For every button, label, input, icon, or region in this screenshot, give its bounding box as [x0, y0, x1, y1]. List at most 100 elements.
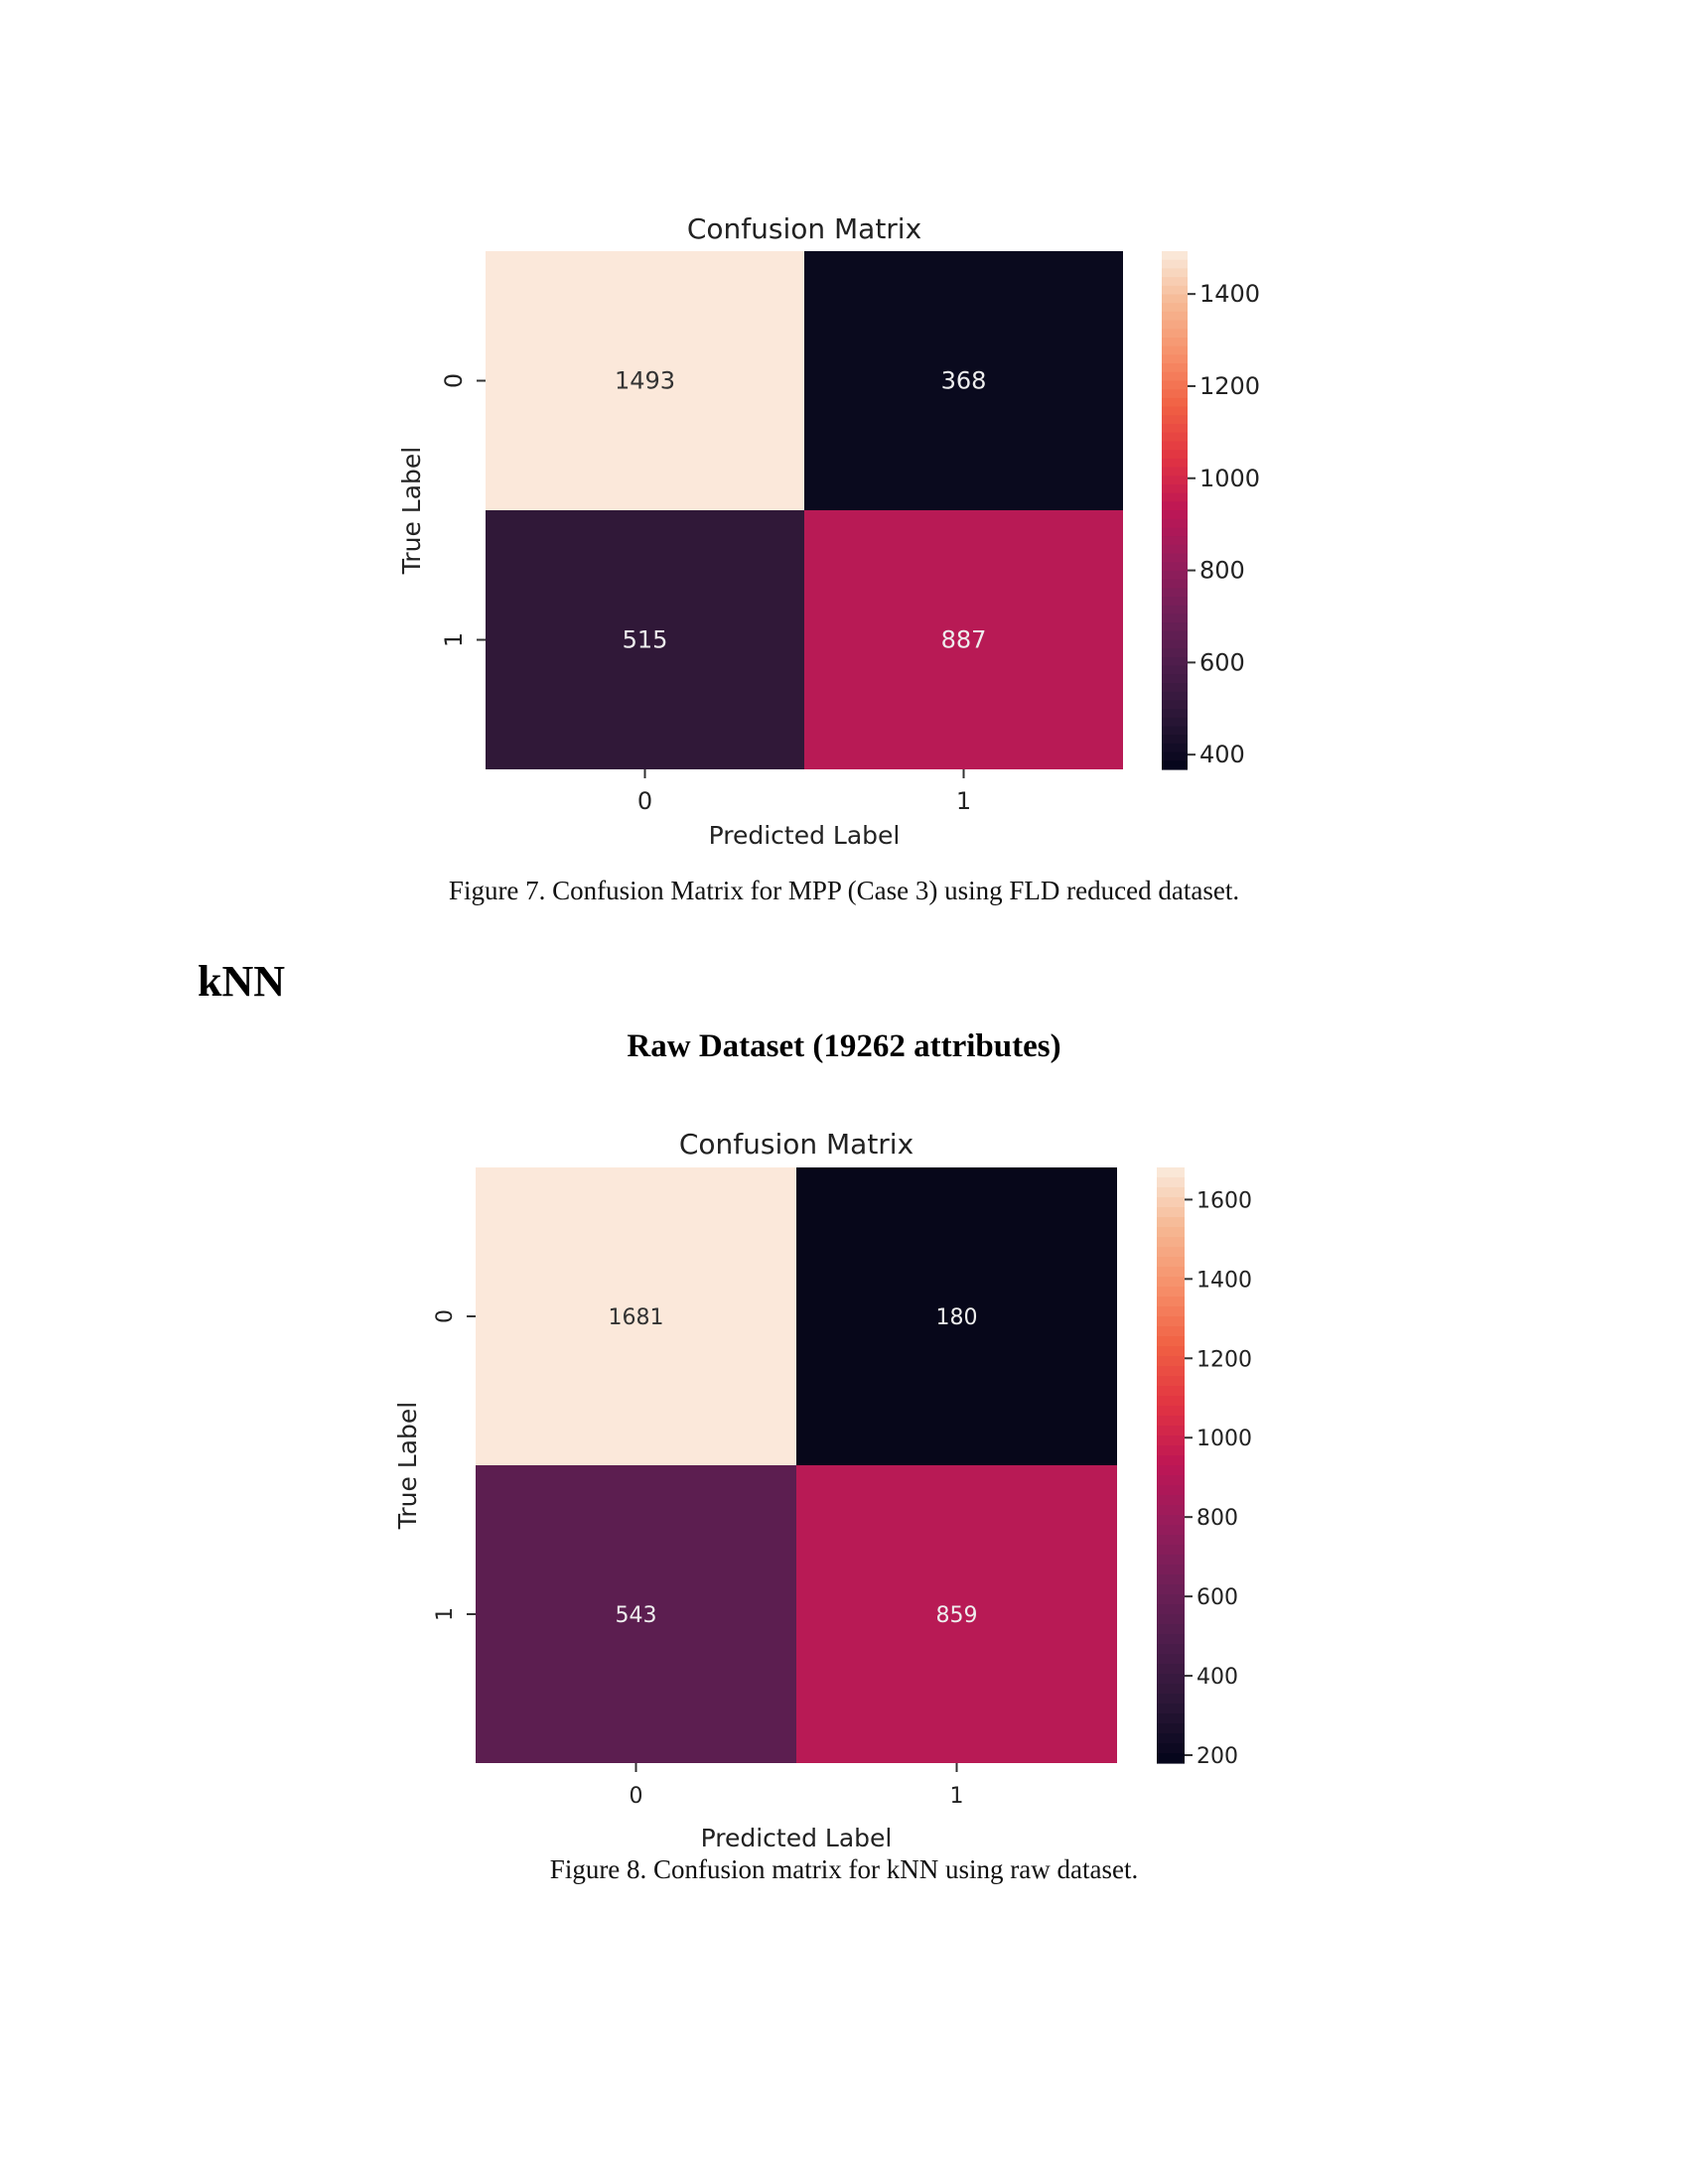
colorbar-segment	[1162, 656, 1188, 667]
subheading-raw-dataset: Raw Dataset (19262 attributes)	[627, 1028, 1061, 1064]
colorbar-segment	[1162, 345, 1188, 355]
colorbar-segment	[1157, 1326, 1185, 1337]
colorbar-segment	[1157, 1684, 1185, 1695]
colorbar-segment	[1157, 1247, 1185, 1258]
chart-title: Confusion Matrix	[687, 212, 921, 245]
y-axis-label: True Label	[397, 447, 426, 576]
colorbar-segment	[1162, 630, 1188, 641]
colorbar-segment	[1162, 751, 1188, 761]
colorbar-segment	[1162, 320, 1188, 330]
colorbar-segment	[1162, 674, 1188, 684]
colorbar-segment	[1157, 1574, 1185, 1585]
colorbar-segment	[1157, 1287, 1185, 1297]
y-tick-label: 0	[440, 373, 468, 388]
colorbar-segment	[1162, 458, 1188, 469]
colorbar-segment	[1157, 1306, 1185, 1317]
heatmap-cell	[804, 251, 1123, 510]
x-tick-label: 1	[956, 787, 971, 815]
colorbar-segment	[1157, 1406, 1185, 1417]
colorbar-segment	[1162, 303, 1188, 313]
colorbar-segment	[1162, 311, 1188, 322]
colorbar-tick-label: 600	[1199, 648, 1245, 676]
colorbar-segment	[1157, 1594, 1185, 1605]
colorbar-segment	[1157, 1634, 1185, 1645]
colorbar-segment	[1157, 1475, 1185, 1486]
colorbar-segment	[1162, 285, 1188, 296]
colorbar-segment	[1157, 1187, 1185, 1198]
colorbar-segment	[1162, 743, 1188, 753]
colorbar-tick-label: 1400	[1199, 280, 1260, 308]
colorbar-segment	[1162, 294, 1188, 304]
heatmap-cell	[796, 1465, 1117, 1763]
colorbar-segment	[1162, 579, 1188, 589]
colorbar-segment	[1157, 1614, 1185, 1625]
colorbar-segment	[1162, 726, 1188, 736]
confusion-matrix-chart-knn: Confusion Matrix 1681 180 543 859 0 1 0 1 Predict…	[393, 1128, 1252, 1852]
colorbar-segment	[1157, 1535, 1185, 1546]
colorbar-segment	[1157, 1416, 1185, 1427]
colorbar-segment	[1157, 1346, 1185, 1357]
cell-value-label: 368	[941, 367, 987, 395]
colorbar-segment	[1162, 717, 1188, 728]
colorbar-segment	[1162, 251, 1188, 261]
colorbar-segment	[1162, 562, 1188, 572]
y-tick-label: 0	[433, 1309, 458, 1323]
colorbar-segment	[1162, 501, 1188, 511]
colorbar-segment	[1162, 518, 1188, 528]
colorbar-segment	[1162, 536, 1188, 546]
colorbar-segment	[1157, 1624, 1185, 1635]
colorbar-segment	[1157, 1723, 1185, 1734]
colorbar-segment	[1162, 389, 1188, 399]
heatmap-cell	[486, 251, 804, 510]
colorbar-tick-label: 1000	[1199, 465, 1260, 492]
colorbar-segment	[1162, 614, 1188, 623]
colorbar-segment	[1157, 1177, 1185, 1188]
colorbar-segment	[1157, 1704, 1185, 1714]
colorbar-tick-label: 1000	[1196, 1427, 1252, 1451]
colorbar-segment	[1157, 1515, 1185, 1526]
cell-value-label: 1493	[615, 367, 675, 395]
colorbar-segment	[1162, 415, 1188, 425]
colorbar-segment	[1157, 1674, 1185, 1685]
colorbar-tick-label: 400	[1199, 741, 1245, 768]
colorbar-segment	[1162, 553, 1188, 563]
colorbar-segment	[1162, 700, 1188, 710]
y-tick-label: 1	[433, 1607, 458, 1621]
cell-value-label: 543	[616, 1603, 657, 1628]
colorbar-segment	[1157, 1217, 1185, 1228]
chart-title: Confusion Matrix	[679, 1128, 914, 1160]
colorbar-segment	[1157, 1505, 1185, 1516]
colorbar-segment	[1162, 467, 1188, 477]
colorbar-segment	[1157, 1525, 1185, 1536]
colorbar-segment	[1162, 371, 1188, 382]
colorbar-segment	[1157, 1654, 1185, 1665]
colorbar-segment	[1157, 1267, 1185, 1278]
colorbar-segment	[1157, 1584, 1185, 1595]
colorbar-segment	[1162, 588, 1188, 598]
colorbar-segment	[1157, 1426, 1185, 1436]
colorbar-segment	[1162, 544, 1188, 555]
colorbar-segment	[1157, 1197, 1185, 1208]
colorbar-segment	[1162, 406, 1188, 416]
cell-value-label: 180	[936, 1305, 978, 1330]
colorbar-segment	[1157, 1485, 1185, 1496]
heatmap-cell	[486, 510, 804, 769]
colorbar-segment	[1157, 1753, 1185, 1764]
y-axis-label: True Label	[393, 1402, 422, 1531]
colorbar-segment	[1157, 1565, 1185, 1575]
colorbar-segment	[1157, 1445, 1185, 1456]
colorbar-segment	[1157, 1297, 1185, 1307]
colorbar-segment	[1162, 597, 1188, 607]
colorbar-segment	[1157, 1713, 1185, 1724]
colorbar-segment	[1157, 1316, 1185, 1327]
colorbar-segment	[1162, 683, 1188, 693]
colorbar-segment	[1157, 1664, 1185, 1675]
section-heading-knn: kNN	[198, 957, 286, 1006]
colorbar-tick-label: 800	[1199, 557, 1245, 585]
heatmap-cell	[804, 510, 1123, 769]
colorbar-segment	[1157, 1207, 1185, 1218]
heatmap-cell	[476, 1167, 796, 1465]
confusion-matrix-chart-mpp: Confusion Matrix 1493 368 515 887 0 1 0 1 Predict…	[397, 212, 1260, 850]
colorbar-tick-label: 1200	[1196, 1347, 1252, 1372]
